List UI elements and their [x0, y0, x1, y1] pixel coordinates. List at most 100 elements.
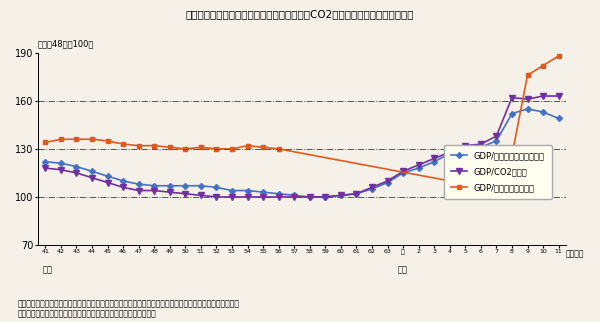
GDP/一般廃棄物排出量	[477, 169, 484, 173]
GDP/最終エネルギー消費量	[337, 194, 344, 197]
GDP/最終エネルギー消費量	[197, 184, 205, 188]
GDP/最終エネルギー消費量	[322, 195, 329, 199]
GDP/CO2排出量	[213, 195, 220, 199]
GDP/CO2排出量	[229, 195, 236, 199]
GDP/最終エネルギー消費量	[259, 190, 266, 194]
GDP/CO2排出量	[197, 194, 205, 197]
GDP/CO2排出量	[337, 194, 344, 197]
GDP/一般廃棄物排出量	[229, 147, 236, 151]
Text: 昭和: 昭和	[43, 266, 53, 275]
GDP/最終エネルギー消費量	[461, 147, 469, 151]
GDP/CO2排出量	[151, 189, 158, 193]
Line: GDP/最終エネルギー消費量: GDP/最終エネルギー消費量	[43, 107, 560, 199]
GDP/一般廃棄物排出量	[555, 54, 562, 58]
GDP/最終エネルギー消費量	[135, 182, 142, 186]
GDP/最終エネルギー消費量	[244, 189, 251, 193]
GDP/一般廃棄物排出量	[42, 140, 49, 144]
Text: （昭和48年＝100）: （昭和48年＝100）	[38, 39, 94, 48]
GDP/一般廃棄物排出量	[197, 145, 205, 149]
GDP/CO2排出量	[431, 156, 438, 160]
GDP/最終エネルギー消費量	[166, 184, 173, 188]
GDP/CO2排出量	[104, 181, 111, 185]
Text: （年度）: （年度）	[566, 249, 584, 258]
GDP/CO2排出量	[166, 190, 173, 194]
GDP/最終エネルギー消費量	[539, 110, 547, 114]
GDP/一般廃棄物排出量	[182, 147, 189, 151]
GDP/一般廃棄物排出量	[524, 73, 531, 77]
GDP/最終エネルギー消費量	[290, 194, 298, 197]
GDP/最終エネルギー消費量	[306, 195, 313, 199]
Line: GDP/一般廃棄物排出量: GDP/一般廃棄物排出量	[43, 54, 560, 183]
GDP/一般廃棄物排出量	[104, 139, 111, 143]
GDP/CO2排出量	[182, 192, 189, 196]
GDP/一般廃棄物排出量	[88, 137, 95, 141]
GDP/一般廃棄物排出量	[508, 153, 515, 157]
Text: 環境効率性の推移（最終エネルギー消費量、CO2排出量、一般廃棄物排出量）: 環境効率性の推移（最終エネルギー消費量、CO2排出量、一般廃棄物排出量）	[186, 10, 414, 20]
GDP/CO2排出量	[42, 166, 49, 170]
GDP/最終エネルギー消費量	[275, 192, 282, 196]
GDP/最終エネルギー消費量	[493, 139, 500, 143]
GDP/最終エネルギー消費量	[88, 169, 95, 173]
GDP/一般廃棄物排出量	[119, 142, 127, 146]
GDP/一般廃棄物排出量	[244, 144, 251, 147]
GDP/最終エネルギー消費量	[431, 160, 438, 164]
GDP/CO2排出量	[400, 169, 407, 173]
GDP/CO2排出量	[290, 195, 298, 199]
GDP/最終エネルギー消費量	[229, 189, 236, 193]
GDP/最終エネルギー消費量	[446, 152, 454, 156]
GDP/最終エネルギー消費量	[400, 171, 407, 175]
GDP/CO2排出量	[322, 195, 329, 199]
GDP/CO2排出量	[539, 94, 547, 98]
GDP/最終エネルギー消費量	[368, 187, 376, 191]
GDP/CO2排出量	[88, 176, 95, 180]
GDP/CO2排出量	[244, 195, 251, 199]
GDP/一般廃棄物排出量	[493, 163, 500, 167]
GDP/最終エネルギー消費量	[524, 107, 531, 111]
GDP/最終エネルギー消費量	[555, 117, 562, 120]
Text: 平成: 平成	[398, 266, 408, 275]
GDP/最終エネルギー消費量	[213, 185, 220, 189]
GDP/最終エネルギー消費量	[353, 192, 360, 196]
GDP/CO2排出量	[446, 150, 454, 154]
GDP/最終エネルギー消費量	[508, 112, 515, 116]
Text: 資料：内閣府『国民経済計算年報』、資源エネルギー庁『総合エネルギー統計』、環境省『一般廃棄物の排
出及び処理状況等（平成１２年度実績）について』より環境省作成: 資料：内閣府『国民経済計算年報』、資源エネルギー庁『総合エネルギー統計』、環境省…	[18, 299, 240, 319]
GDP/一般廃棄物排出量	[461, 174, 469, 178]
GDP/CO2排出量	[415, 163, 422, 167]
GDP/CO2排出量	[135, 189, 142, 193]
GDP/一般廃棄物排出量	[213, 147, 220, 151]
GDP/最終エネルギー消費量	[415, 166, 422, 170]
GDP/一般廃棄物排出量	[446, 179, 454, 183]
GDP/CO2排出量	[73, 171, 80, 175]
GDP/一般廃棄物排出量	[539, 64, 547, 68]
GDP/一般廃棄物排出量	[259, 145, 266, 149]
GDP/一般廃棄物排出量	[73, 137, 80, 141]
GDP/一般廃棄物排出量	[135, 144, 142, 147]
GDP/最終エネルギー消費量	[42, 160, 49, 164]
GDP/最終エネルギー消費量	[73, 165, 80, 168]
GDP/最終エネルギー消費量	[104, 174, 111, 178]
GDP/最終エネルギー消費量	[119, 179, 127, 183]
GDP/CO2排出量	[57, 168, 64, 172]
Legend: GDP/最終エネルギー消費量, GDP/CO2排出量, GDP/一般廃棄物排出量: GDP/最終エネルギー消費量, GDP/CO2排出量, GDP/一般廃棄物排出量	[444, 145, 551, 199]
GDP/最終エネルギー消費量	[384, 181, 391, 185]
GDP/CO2排出量	[306, 195, 313, 199]
GDP/CO2排出量	[353, 192, 360, 196]
GDP/CO2排出量	[493, 134, 500, 138]
GDP/CO2排出量	[555, 94, 562, 98]
GDP/CO2排出量	[461, 144, 469, 147]
GDP/一般廃棄物排出量	[57, 137, 64, 141]
GDP/最終エネルギー消費量	[151, 184, 158, 188]
GDP/CO2排出量	[259, 195, 266, 199]
GDP/一般廃棄物排出量	[166, 145, 173, 149]
GDP/CO2排出量	[524, 97, 531, 101]
GDP/CO2排出量	[119, 185, 127, 189]
Line: GDP/CO2排出量: GDP/CO2排出量	[43, 93, 562, 200]
GDP/CO2排出量	[508, 96, 515, 99]
GDP/CO2排出量	[275, 195, 282, 199]
GDP/最終エネルギー消費量	[477, 145, 484, 149]
GDP/一般廃棄物排出量	[151, 144, 158, 147]
GDP/一般廃棄物排出量	[275, 147, 282, 151]
GDP/最終エネルギー消費量	[182, 184, 189, 188]
GDP/CO2排出量	[384, 179, 391, 183]
GDP/CO2排出量	[368, 185, 376, 189]
